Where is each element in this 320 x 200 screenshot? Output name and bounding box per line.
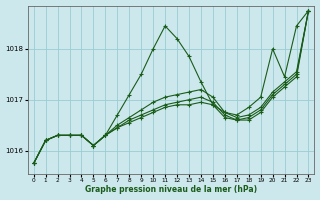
X-axis label: Graphe pression niveau de la mer (hPa): Graphe pression niveau de la mer (hPa)	[85, 185, 257, 194]
